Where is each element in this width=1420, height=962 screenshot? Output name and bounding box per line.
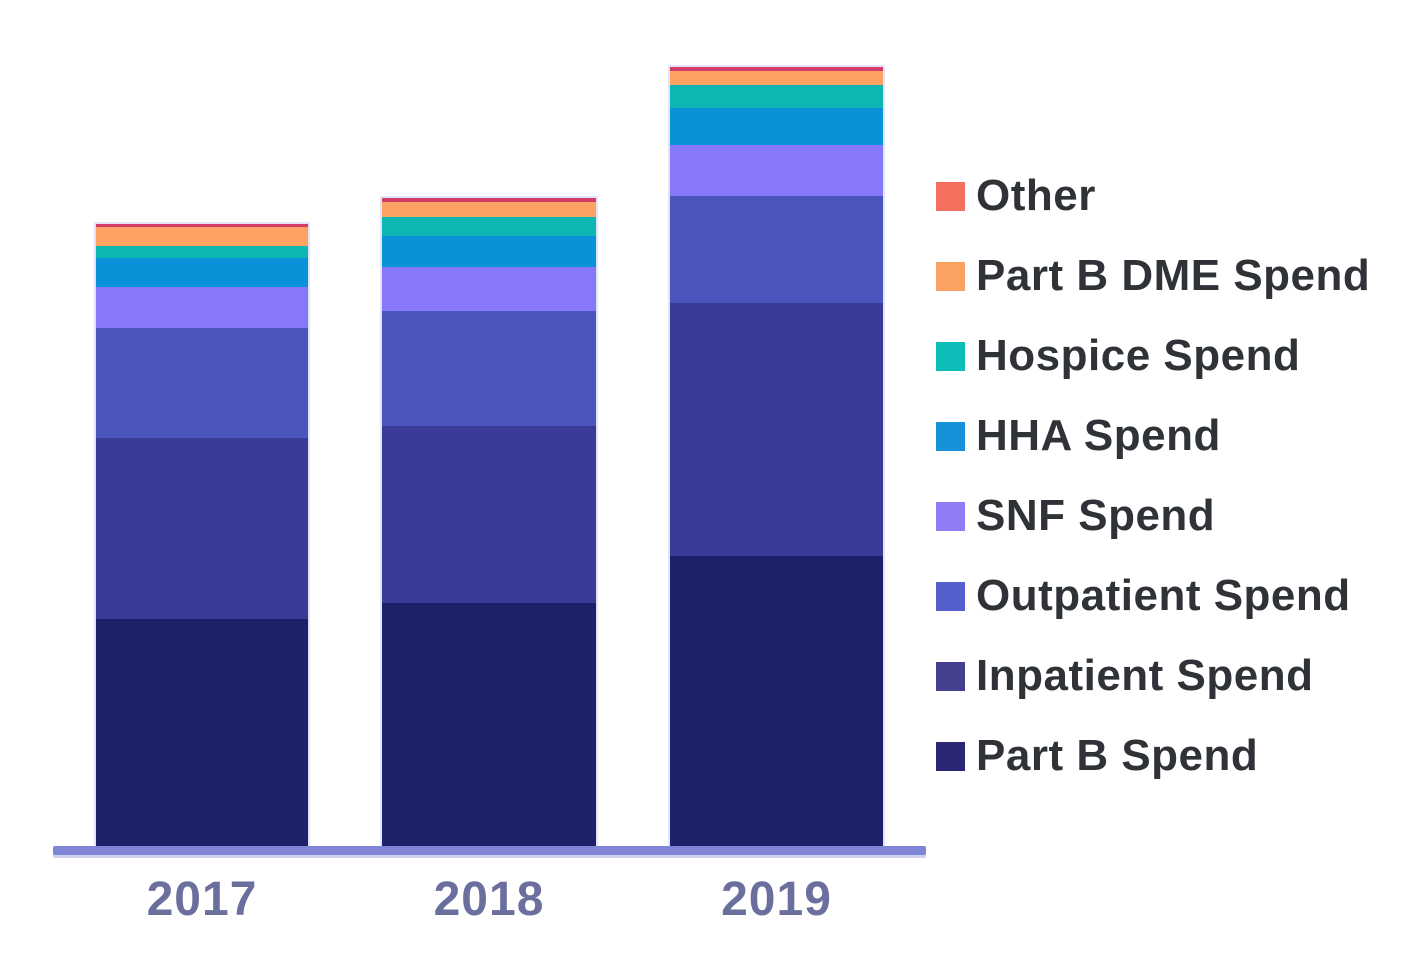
legend-item-other: Other (936, 156, 1370, 236)
legend-label-part-b-spend: Part B Spend (976, 731, 1259, 780)
bar-segment-other (669, 66, 884, 71)
bar-2017 (94, 222, 310, 848)
legend-swatch-part-b-dme-spend (936, 261, 965, 291)
legend-label-snf-spend: SNF Spend (976, 491, 1216, 540)
legend-item-part-b-dme-spend: Part B DME Spend (936, 236, 1370, 316)
bar-segment-outpatient-spend (381, 311, 597, 426)
legend-item-part-b-spend: Part B Spend (936, 716, 1370, 796)
bar-segment-snf-spend (381, 267, 597, 311)
legend-item-outpatient-spend: Outpatient Spend (936, 556, 1370, 636)
bar-segment-outpatient-spend (669, 196, 884, 303)
bar-segment-inpatient-spend (381, 426, 597, 603)
bar-segment-snf-spend (95, 287, 309, 328)
legend-label-hha-spend: HHA Spend (976, 411, 1221, 460)
legend-swatch-part-b-spend (936, 741, 965, 771)
x-axis-label-2017: 2017 (146, 873, 258, 926)
x-axis-line (53, 846, 926, 855)
legend-label-hospice-spend: Hospice Spend (976, 331, 1301, 380)
legend-item-hha-spend: HHA Spend (936, 396, 1370, 476)
bar-segment-inpatient-spend (95, 438, 309, 619)
bar-2019 (668, 65, 885, 848)
legend-swatch-hospice-spend (936, 341, 965, 371)
bar-segment-hospice-spend (95, 246, 309, 258)
bar-segment-inpatient-spend (669, 303, 884, 556)
bar-segment-hha-spend (381, 236, 597, 267)
bar-segment-hospice-spend (669, 85, 884, 108)
bar-segment-hha-spend (95, 258, 309, 287)
legend-swatch-outpatient-spend (936, 581, 965, 611)
bar-segment-hha-spend (669, 108, 884, 145)
bar-segment-other (95, 223, 309, 227)
legend-label-part-b-dme-spend: Part B DME Spend (976, 251, 1371, 300)
legend-label-inpatient-spend: Inpatient Spend (976, 651, 1314, 700)
bar-2018 (380, 196, 598, 848)
bar-segment-part-b-spend (95, 619, 309, 847)
bar-segment-other (381, 197, 597, 202)
bar-segment-outpatient-spend (95, 328, 309, 438)
bar-segment-hospice-spend (381, 217, 597, 236)
legend: Other Part B DME Spend Hospice Spend HHA Sp… (936, 156, 1370, 796)
legend-swatch-inpatient-spend (936, 661, 965, 691)
legend-swatch-other (936, 181, 965, 211)
bar-segment-part-b-spend (669, 556, 884, 847)
legend-label-outpatient-spend: Outpatient Spend (976, 571, 1351, 620)
x-axis-label-2019: 2019 (721, 873, 832, 926)
x-axis-label-2018: 2018 (433, 873, 545, 926)
bar-segment-part-b-dme-spend (381, 202, 597, 217)
legend-swatch-snf-spend (936, 501, 965, 531)
legend-label-other: Other (976, 171, 1096, 220)
legend-swatch-hha-spend (936, 421, 965, 451)
legend-item-hospice-spend: Hospice Spend (936, 316, 1370, 396)
bar-segment-part-b-dme-spend (95, 227, 309, 246)
legend-item-snf-spend: SNF Spend (936, 476, 1370, 556)
bar-segment-part-b-spend (381, 603, 597, 847)
bar-segment-snf-spend (669, 145, 884, 196)
bar-segment-part-b-dme-spend (669, 71, 884, 85)
legend-item-inpatient-spend: Inpatient Spend (936, 636, 1370, 716)
